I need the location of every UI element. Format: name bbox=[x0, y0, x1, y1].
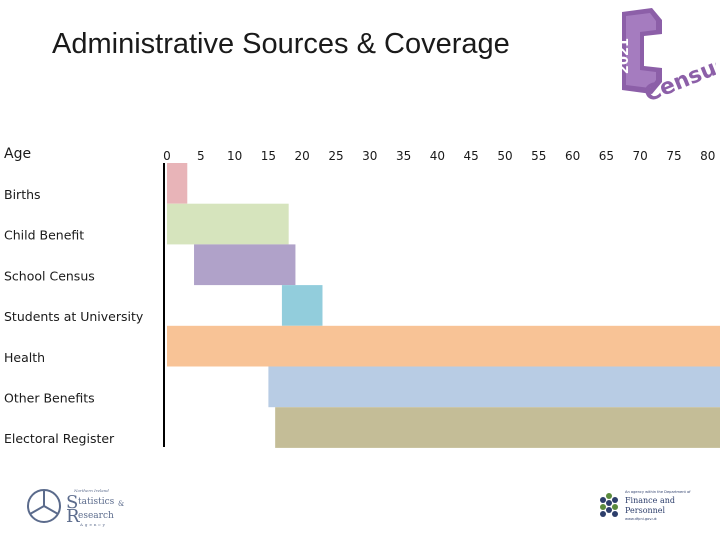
coverage-bar bbox=[268, 366, 720, 408]
nisra-line4: Agency bbox=[79, 522, 107, 527]
category-label: Electoral Register bbox=[4, 431, 115, 446]
nisra-emblem-icon bbox=[27, 489, 61, 523]
x-tick-label: 0 bbox=[163, 149, 171, 163]
census-2021-logo: 2021 Census bbox=[617, 8, 716, 106]
coverage-chart: Age 0 5 10 15 20 25 30 35 40 45 50 55 60 65 70 75 80 Bir… bbox=[4, 146, 720, 448]
x-tick-label: 5 bbox=[197, 149, 205, 163]
x-tick-label: 55 bbox=[531, 149, 546, 163]
coverage-bar bbox=[167, 203, 289, 245]
x-tick-label: 70 bbox=[633, 149, 648, 163]
page-title: Administrative Sources & Coverage bbox=[52, 28, 510, 60]
category-label: Students at University bbox=[4, 309, 144, 324]
category-label: Other Benefits bbox=[4, 391, 95, 406]
category-label: Health bbox=[4, 350, 45, 365]
x-tick-label: 30 bbox=[362, 149, 377, 163]
category-label: Child Benefit bbox=[4, 228, 84, 243]
x-tick-label: 75 bbox=[666, 149, 681, 163]
nisra-amp: & bbox=[118, 500, 124, 508]
nisra-logo: Northern Ireland S tatistics & R esearch… bbox=[27, 488, 124, 527]
coverage-bar bbox=[167, 325, 720, 367]
x-tick-label: 10 bbox=[227, 149, 242, 163]
nisra-line3: esearch bbox=[78, 511, 114, 521]
x-tick-label: 80 bbox=[700, 149, 715, 163]
census-c-shape bbox=[622, 8, 662, 94]
dfp-line4: www.dfpni.gov.uk bbox=[625, 517, 658, 521]
nisra-line2: tatistics bbox=[78, 497, 115, 507]
x-axis-label: Age bbox=[4, 146, 31, 162]
coverage-bar bbox=[194, 244, 296, 286]
coverage-bar bbox=[281, 285, 323, 326]
x-tick-label: 20 bbox=[295, 149, 310, 163]
dfp-line2: Finance and bbox=[625, 496, 675, 505]
x-tick-label: 45 bbox=[464, 149, 479, 163]
census-year: 2021 bbox=[617, 38, 632, 74]
x-tick-label: 65 bbox=[599, 149, 614, 163]
category-label: School Census bbox=[4, 268, 95, 283]
category-label: Births bbox=[4, 187, 41, 202]
coverage-bar bbox=[275, 407, 720, 448]
dfp-emblem-icon bbox=[600, 493, 618, 517]
dfp-logo: An agency within the Department of Finan… bbox=[600, 490, 691, 521]
dfp-line3: Personnel bbox=[625, 506, 666, 515]
x-tick-label: 15 bbox=[261, 149, 276, 163]
nisra-r-letter: R bbox=[66, 506, 80, 527]
x-tick-label: 35 bbox=[396, 149, 411, 163]
nisra-s-letter: S bbox=[66, 492, 78, 513]
x-tick-label: 25 bbox=[328, 149, 343, 163]
dfp-line1: An agency within the Department of bbox=[625, 490, 691, 494]
nisra-line1: Northern Ireland bbox=[73, 488, 109, 493]
coverage-bar bbox=[167, 163, 188, 204]
x-tick-label: 60 bbox=[565, 149, 580, 163]
x-tick-label: 40 bbox=[430, 149, 445, 163]
x-tick-label: 50 bbox=[497, 149, 512, 163]
